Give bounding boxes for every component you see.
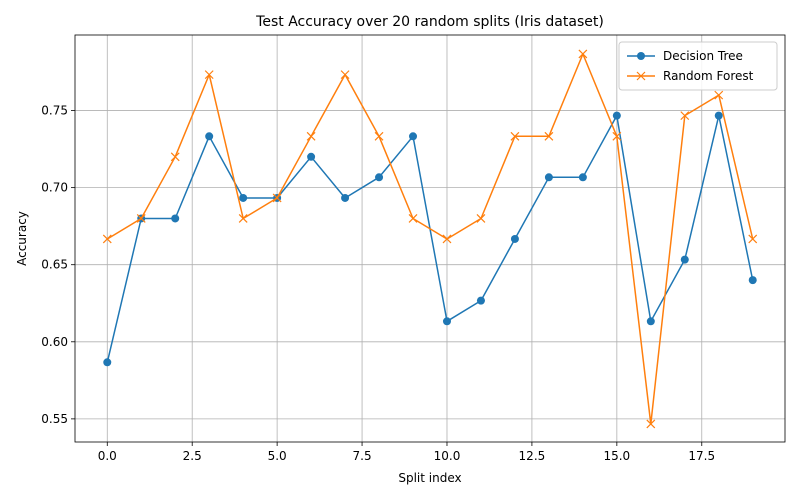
data-point <box>306 131 316 141</box>
series-line <box>106 114 754 363</box>
data-point <box>238 214 248 223</box>
data-point <box>408 214 418 223</box>
data-point <box>442 234 452 244</box>
data-point <box>748 276 757 285</box>
x-tick-label: 5.0 <box>268 449 287 463</box>
data-point <box>205 132 214 141</box>
legend-entry: Random Forest <box>627 69 754 83</box>
series-1 <box>102 49 758 429</box>
x-tick-label: 15.0 <box>603 449 630 463</box>
y-tick-label: 0.60 <box>41 335 68 349</box>
ticks: 0.0 2.5 5.0 7.5 10.0 12.5 15.0 17.5 0.55 0.60 0.65… <box>41 104 715 463</box>
data-point <box>578 49 588 59</box>
legend-box <box>618 41 778 91</box>
legend-marker <box>636 71 646 81</box>
data-point <box>374 131 384 141</box>
data-point <box>612 111 621 120</box>
legend-marker <box>637 52 645 60</box>
data-point <box>612 131 622 141</box>
data-point <box>103 358 112 367</box>
x-tick-label: 2.5 <box>183 449 202 463</box>
data-point <box>646 419 656 429</box>
data-point <box>375 173 384 182</box>
data-point <box>680 255 689 264</box>
x-tick-label: 0.0 <box>98 449 117 463</box>
x-tick-label: 17.5 <box>688 449 715 463</box>
data-point <box>544 173 553 182</box>
data-point <box>476 296 485 305</box>
data-point <box>510 131 520 141</box>
grid <box>75 35 785 442</box>
data-point <box>578 173 587 182</box>
series-layer <box>102 49 758 429</box>
data-point <box>239 193 248 202</box>
legend-label: Decision Tree <box>663 49 743 63</box>
x-tick-label: 12.5 <box>519 449 546 463</box>
data-point <box>714 90 724 100</box>
data-point <box>544 131 554 141</box>
data-point <box>341 193 350 202</box>
data-point <box>307 152 316 161</box>
legend-label: Random Forest <box>663 69 754 83</box>
x-tick-label: 7.5 <box>353 449 372 463</box>
chart-title: Test Accuracy over 20 random splits (Iri… <box>255 14 604 30</box>
data-point <box>442 317 451 326</box>
data-point <box>136 214 146 223</box>
data-point <box>510 234 519 243</box>
data-point <box>714 111 723 120</box>
data-point <box>171 214 180 223</box>
y-tick-label: 0.75 <box>41 104 68 118</box>
legend: Decision Tree Random Forest <box>618 41 778 91</box>
legend-entry: Decision Tree <box>627 49 743 63</box>
data-point <box>102 234 112 244</box>
data-point <box>170 152 180 162</box>
data-point <box>272 193 282 203</box>
data-point <box>476 214 486 223</box>
y-tick-label: 0.65 <box>41 258 68 272</box>
y-axis-label: Accuracy <box>15 211 29 266</box>
data-point <box>646 317 655 326</box>
series-line <box>106 53 754 425</box>
y-tick-label: 0.70 <box>41 181 68 195</box>
data-point <box>340 70 350 80</box>
data-point <box>748 234 758 244</box>
y-tick-label: 0.55 <box>41 412 68 426</box>
x-axis-label: Split index <box>398 471 461 485</box>
data-point <box>204 70 214 80</box>
x-tick-label: 10.0 <box>434 449 461 463</box>
series-0 <box>103 111 757 367</box>
plot-frame <box>74 34 786 443</box>
data-point <box>409 132 418 141</box>
data-point <box>680 111 690 121</box>
